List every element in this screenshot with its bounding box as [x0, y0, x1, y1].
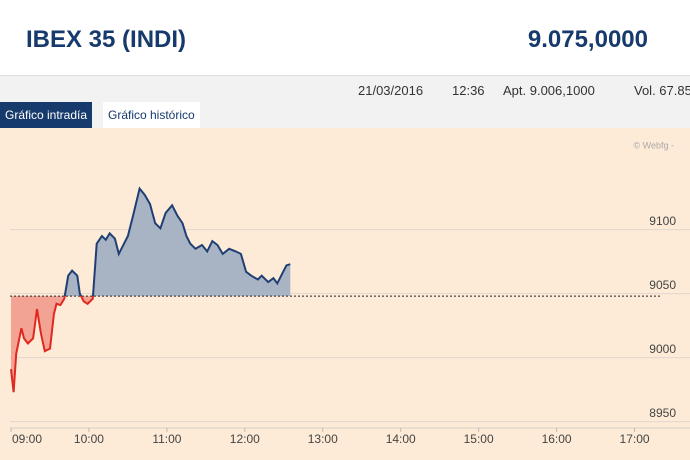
- y-tick-label: 8950: [649, 406, 676, 420]
- tabs: Gráfico intradía Gráfico histórico: [0, 102, 690, 128]
- open: Apt. 9.006,1000: [503, 83, 595, 98]
- x-tick-label: 09:00: [12, 432, 42, 446]
- y-tick-label: 9000: [649, 342, 676, 356]
- tab-history[interactable]: Gráfico histórico: [103, 102, 200, 128]
- x-tick-label: 15:00: [464, 432, 494, 446]
- watermark: © Webfg -: [634, 140, 674, 150]
- time: 12:36: [452, 83, 485, 98]
- x-tick-label: 12:00: [230, 432, 260, 446]
- x-tick-label: 16:00: [542, 432, 572, 446]
- date: 21/03/2016: [358, 83, 424, 98]
- tab-intraday[interactable]: Gráfico intradía: [0, 102, 93, 128]
- info-bar: 21/03/2016 12:36 Apt. 9.006,1000 Vol. 67…: [0, 75, 690, 103]
- y-tick-label: 9100: [649, 214, 676, 228]
- x-tick-label: 13:00: [308, 432, 338, 446]
- area-fill: [11, 188, 291, 393]
- header: IBEX 35 (INDI) 9.075,0000: [0, 0, 690, 75]
- chart: © Webfg - 8950 9000 9050 9100 09:00 10:00 11:0…: [0, 128, 690, 460]
- price-line: [10, 186, 291, 393]
- x-tick-label: 10:00: [74, 432, 104, 446]
- x-tick-label: 11:00: [152, 432, 181, 446]
- volume: Vol. 67.85: [634, 83, 690, 98]
- x-tick-label: 14:00: [386, 432, 416, 446]
- index-price: 9.075,0000: [527, 26, 648, 53]
- x-tick-label: 17:00: [620, 432, 650, 446]
- y-tick-label: 9050: [649, 278, 676, 292]
- index-title: IBEX 35 (INDI): [26, 26, 187, 53]
